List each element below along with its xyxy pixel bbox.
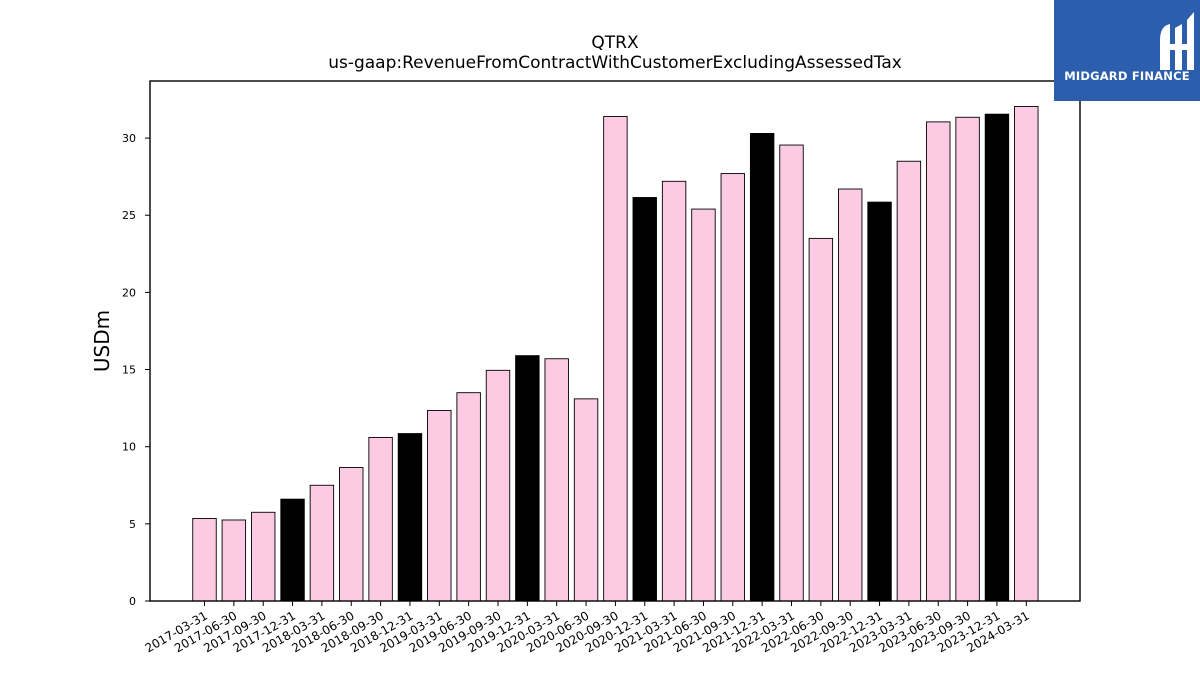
bar-2023-12-31 <box>984 113 1010 602</box>
bars-group <box>192 106 1039 602</box>
bar-2019-06-30 <box>456 392 481 602</box>
bar-2022-03-31 <box>779 144 804 602</box>
y-tick-label: 20 <box>122 286 136 299</box>
bar-2020-03-31 <box>544 358 569 602</box>
midgard-logo-icon <box>1160 12 1194 70</box>
chart-title: QTRX <box>591 33 639 53</box>
bar-2022-06-30 <box>808 237 834 602</box>
bar-2020-09-30 <box>603 116 628 602</box>
bar-2021-09-30 <box>720 173 745 602</box>
bar-2022-12-31 <box>867 201 892 602</box>
bar-2018-03-31 <box>309 484 335 602</box>
bar-2022-09-30 <box>838 188 863 602</box>
bar-2023-09-30 <box>955 116 980 602</box>
y-axis-ticks: 0 5 10 15 20 25 30 <box>122 132 150 608</box>
y-tick-label: 25 <box>122 209 136 222</box>
bar-2017-09-30 <box>250 511 276 602</box>
brand-name: MIDGARD FINANCE <box>1064 69 1190 83</box>
bar-2017-12-31 <box>280 498 305 602</box>
bar-2023-06-30 <box>926 121 951 602</box>
chart-subtitle: us-gaap:RevenueFromContractWithCustomerE… <box>328 53 902 73</box>
bar-2017-03-31 <box>192 518 217 602</box>
bar-2021-12-31 <box>749 133 775 602</box>
bar-2018-09-30 <box>368 436 393 602</box>
bar-2021-06-30 <box>691 208 716 602</box>
bar-2019-09-30 <box>485 369 511 602</box>
brand-logo: MIDGARD FINANCE <box>1054 0 1200 101</box>
bar-2019-03-31 <box>427 409 452 602</box>
plot-frame <box>149 80 1081 602</box>
y-axis-label: USDm <box>90 310 114 372</box>
bar-2018-12-31 <box>397 433 423 602</box>
bar-2023-03-31 <box>896 160 922 602</box>
bar-2020-06-30 <box>573 398 599 602</box>
y-tick-label: 5 <box>129 518 136 531</box>
bar-2018-06-30 <box>339 467 364 602</box>
y-tick-label: 10 <box>122 441 136 454</box>
bar-2017-06-30 <box>221 519 247 602</box>
bar-2020-12-31 <box>632 197 657 602</box>
y-tick-label: 30 <box>122 132 136 145</box>
bar-2021-03-31 <box>661 180 687 602</box>
y-tick-label: 0 <box>129 595 136 608</box>
bar-2024-03-31 <box>1014 106 1039 602</box>
y-tick-label: 15 <box>122 364 136 377</box>
bar-2019-12-31 <box>515 355 540 602</box>
x-axis-ticks: 2017-03-312017-06-302017-09-302017-12-31… <box>143 601 1032 655</box>
